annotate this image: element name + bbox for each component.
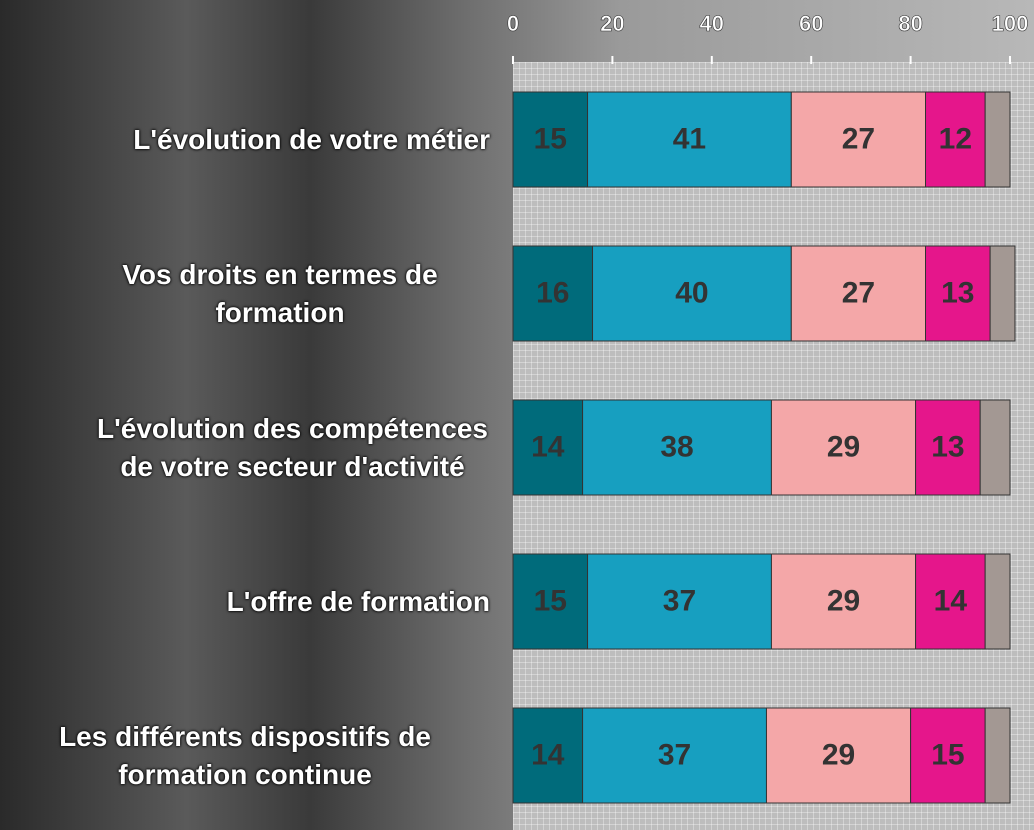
bar-segment [985, 708, 1010, 803]
data-label: 16 [536, 276, 569, 309]
data-label: 41 [673, 122, 706, 155]
data-label: 27 [842, 122, 875, 155]
data-label: 29 [827, 584, 860, 617]
bar-segment [980, 400, 1010, 495]
category-label: Les différents dispositifs de formation … [0, 718, 490, 794]
data-label: 13 [941, 276, 974, 309]
data-label: 14 [531, 738, 565, 771]
data-label: 15 [534, 584, 567, 617]
x-tick-label: 0 [507, 11, 519, 36]
x-tick-label: 40 [700, 11, 724, 36]
category-label: Vos droits en termes de formation [70, 256, 490, 332]
data-label: 29 [827, 430, 860, 463]
bar-segment [990, 246, 1015, 341]
bar-segment [985, 554, 1010, 649]
x-tick-label: 20 [600, 11, 624, 36]
data-label: 29 [822, 738, 855, 771]
category-label: L'offre de formation [227, 583, 490, 621]
data-label: 27 [842, 276, 875, 309]
bar-segment [985, 92, 1010, 187]
x-tick-label: 60 [799, 11, 823, 36]
data-label: 40 [675, 276, 708, 309]
category-label: L'évolution de votre métier [133, 121, 490, 159]
data-label: 14 [531, 430, 565, 463]
data-label: 15 [931, 738, 964, 771]
x-tick-label: 100 [992, 11, 1029, 36]
data-label: 12 [939, 122, 972, 155]
data-label: 13 [931, 430, 964, 463]
data-label: 37 [663, 584, 696, 617]
x-tick-label: 80 [898, 11, 922, 36]
data-label: 38 [660, 430, 693, 463]
category-label: L'évolution des compétences de votre sec… [95, 410, 490, 486]
data-label: 37 [658, 738, 691, 771]
page: {"chart_data": {"type": "stacked-bar-hor… [0, 0, 1034, 830]
data-label: 14 [934, 584, 968, 617]
data-label: 15 [534, 122, 567, 155]
